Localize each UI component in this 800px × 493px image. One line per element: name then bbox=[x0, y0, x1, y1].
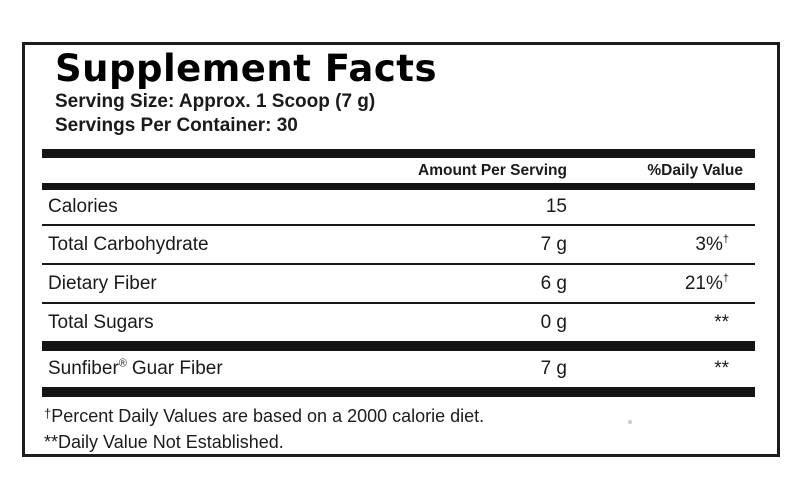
label-title: Supplement Facts bbox=[55, 47, 438, 90]
amount-value: 0 g bbox=[540, 311, 567, 333]
daily-value: 3%† bbox=[567, 234, 755, 256]
dagger-superscript: † bbox=[722, 272, 729, 285]
daily-value-number: 21% bbox=[684, 272, 723, 294]
divider-thin bbox=[42, 224, 755, 226]
amount-value: 7 g bbox=[540, 233, 567, 255]
nutrient-name: Total Sugars bbox=[48, 311, 154, 333]
nutrient-name-rest: Guar Fiber bbox=[131, 358, 223, 379]
nutrient-row-dietary-fiber: Dietary Fiber 6 g 21%† bbox=[42, 265, 755, 302]
footnote-daily-values: †Percent Daily Values are based on a 200… bbox=[44, 403, 755, 429]
nutrient-name: Sunfiber® Guar Fiber bbox=[42, 358, 402, 380]
divider-thin bbox=[42, 302, 755, 304]
nutrient-name: Total Carbohydrate bbox=[48, 233, 209, 255]
daily-value-number: 3% bbox=[695, 233, 723, 255]
amount-value: 7 g bbox=[540, 358, 567, 379]
footnote-not-established: **Daily Value Not Established. bbox=[44, 432, 284, 452]
divider-thick-mid bbox=[42, 341, 755, 351]
amount-value: 15 bbox=[545, 196, 567, 217]
nutrient-row-total-carbohydrate: Total Carbohydrate 7 g 3%† bbox=[42, 226, 755, 263]
divider-thick-bottom bbox=[42, 387, 755, 397]
column-header-daily-value: %Daily Value bbox=[647, 161, 743, 179]
nutrient-row-sunfiber-guar-fiber: Sunfiber® Guar Fiber 7 g ** bbox=[42, 351, 755, 387]
stray-dot-artifact bbox=[628, 420, 632, 424]
nutrient-row-total-sugars: Total Sugars 0 g ** bbox=[42, 304, 755, 341]
footnotes-section: †Percent Daily Values are based on a 200… bbox=[42, 397, 755, 454]
column-header-amount: Amount Per Serving bbox=[418, 161, 567, 179]
daily-value: ** bbox=[714, 358, 729, 379]
dagger-superscript: † bbox=[722, 233, 729, 246]
supplement-facts-panel: Supplement Facts Serving Size: Approx. 1… bbox=[22, 42, 780, 457]
daily-value: ** bbox=[714, 311, 729, 333]
amount-value: 6 g bbox=[540, 272, 567, 294]
table-header-row: Amount Per Serving %Daily Value bbox=[42, 158, 755, 183]
nutrient-row-calories: Calories 15 bbox=[42, 190, 755, 224]
divider-thick-under-header bbox=[42, 183, 755, 190]
servings-per-container-text: Servings Per Container: 30 bbox=[55, 115, 298, 136]
registered-trademark-mark: ® bbox=[118, 357, 127, 370]
divider-thin bbox=[42, 263, 755, 265]
dagger-symbol: † bbox=[44, 406, 52, 421]
serving-size-text: Serving Size: Approx. 1 Scoop (7 g) bbox=[55, 91, 376, 112]
nutrient-name: Calories bbox=[48, 196, 118, 217]
footnote-daily-values-text: Percent Daily Values are based on a 2000… bbox=[51, 406, 485, 426]
nutrient-name: Dietary Fiber bbox=[48, 272, 157, 294]
divider-thick-top bbox=[42, 149, 755, 158]
brand-name: Sunfiber bbox=[48, 358, 119, 379]
daily-value: 21%† bbox=[567, 273, 755, 295]
